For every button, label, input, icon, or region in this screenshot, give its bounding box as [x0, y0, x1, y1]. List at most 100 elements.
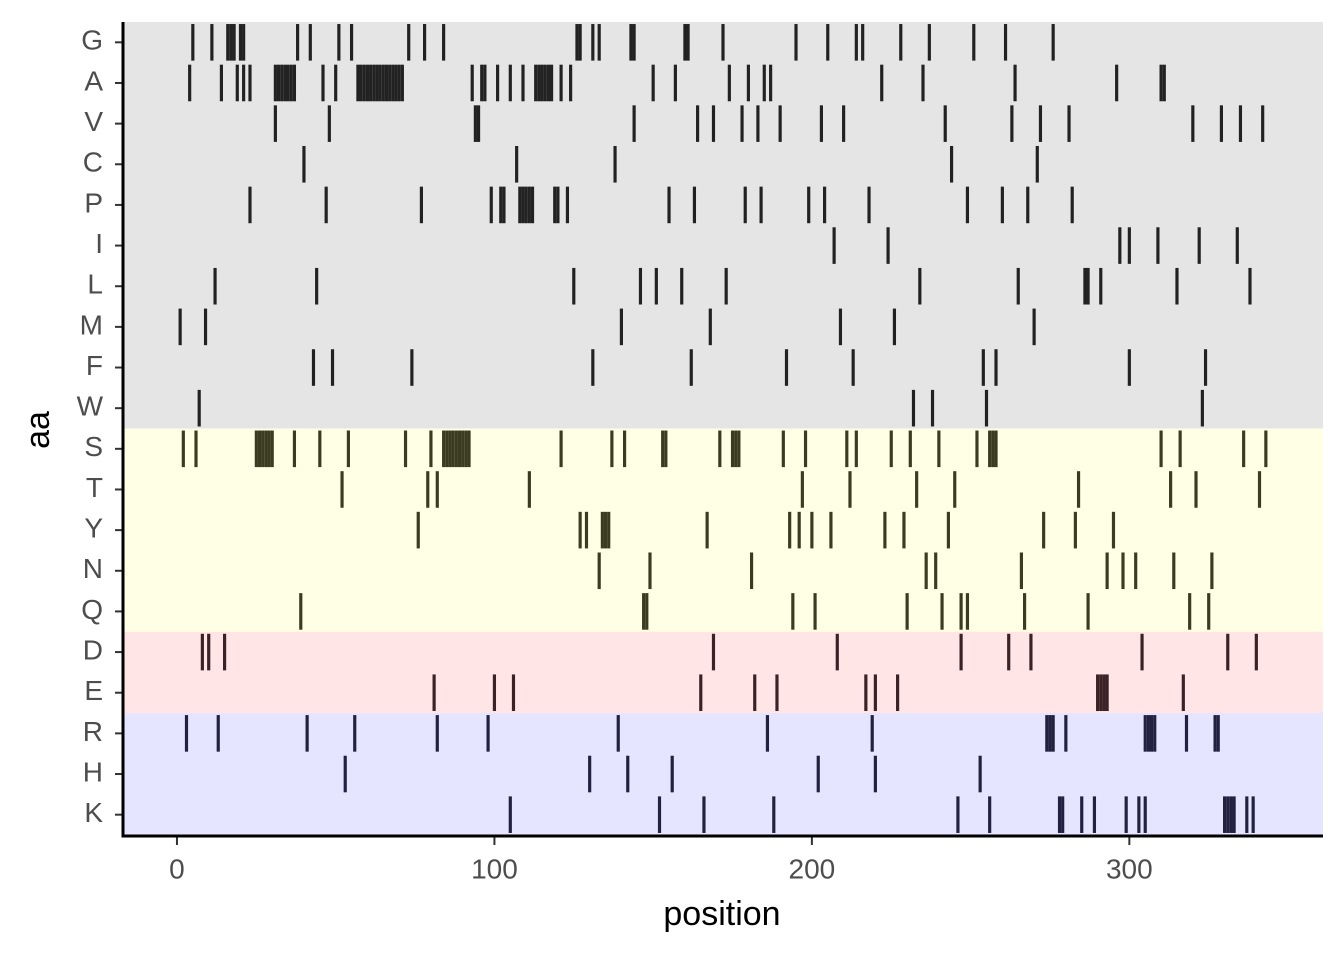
position-mark [845, 430, 849, 468]
position-mark [1102, 674, 1106, 712]
position-mark [673, 64, 677, 102]
position-mark [486, 715, 490, 752]
position-mark [349, 24, 354, 61]
position-mark [315, 267, 319, 305]
row-background [123, 794, 1323, 836]
position-mark [762, 64, 766, 102]
position-mark [924, 552, 928, 590]
position-mark [1159, 430, 1163, 468]
position-mark [248, 186, 252, 224]
position-mark [511, 674, 516, 712]
position-mark [292, 430, 297, 468]
position-mark [819, 105, 823, 142]
position-mark [184, 715, 189, 752]
position-mark [1051, 24, 1055, 61]
position-mark [664, 430, 668, 468]
position-mark [918, 267, 922, 305]
position-mark [626, 755, 630, 793]
position-mark [1175, 267, 1179, 305]
position-mark [638, 267, 643, 305]
position-mark [759, 186, 763, 224]
position-mark [953, 471, 957, 508]
position-mark [959, 633, 963, 671]
position-mark [254, 430, 258, 468]
position-mark [632, 24, 636, 61]
row-background [123, 550, 1323, 592]
y-tick-label: C [83, 147, 103, 178]
row-background [123, 265, 1323, 308]
position-mark [372, 64, 376, 102]
position-mark [375, 64, 379, 102]
position-mark [778, 105, 782, 142]
position-mark [619, 308, 623, 346]
position-mark [737, 430, 741, 468]
position-mark [657, 796, 662, 833]
position-mark [984, 389, 989, 427]
position-mark [816, 755, 820, 793]
position-mark [483, 64, 487, 102]
row-background [123, 753, 1323, 795]
position-mark [896, 674, 900, 712]
position-mark [299, 593, 303, 630]
position-mark [340, 471, 344, 508]
position-mark [753, 674, 757, 712]
position-mark [384, 64, 389, 102]
position-mark [273, 64, 277, 102]
position-mark [181, 430, 185, 468]
position-mark [1127, 227, 1131, 264]
position-mark [645, 593, 649, 630]
position-mark [537, 64, 541, 102]
position-mark [746, 64, 750, 102]
position-mark [705, 511, 709, 549]
position-mark [1203, 349, 1208, 386]
position-mark [330, 349, 335, 386]
y-tick-label: S [84, 431, 103, 462]
position-mark [813, 593, 817, 630]
position-mark [854, 24, 858, 61]
position-mark [1035, 145, 1039, 183]
position-mark [264, 430, 268, 468]
position-mark [508, 64, 512, 102]
position-mark [1042, 511, 1046, 549]
position-mark [1235, 227, 1239, 264]
position-mark [699, 674, 703, 712]
position-mark [1254, 633, 1258, 671]
position-mark [442, 430, 446, 468]
position-mark [464, 430, 468, 468]
position-mark [213, 267, 217, 305]
position-mark [689, 349, 693, 386]
position-mark [588, 755, 592, 793]
row-background [123, 184, 1323, 226]
position-mark [1124, 796, 1128, 833]
position-mark [1111, 511, 1116, 549]
position-mark [324, 186, 328, 224]
position-mark [496, 64, 500, 102]
position-mark [578, 511, 582, 549]
position-mark [870, 715, 874, 752]
position-mark [902, 511, 906, 549]
position-mark [442, 24, 446, 61]
position-mark [426, 471, 430, 508]
position-mark [978, 755, 982, 793]
position-mark [308, 24, 312, 61]
position-mark [1219, 105, 1223, 142]
position-mark [359, 64, 363, 102]
position-mark [219, 64, 223, 102]
position-mark [435, 471, 439, 508]
position-mark [270, 430, 274, 468]
position-mark [756, 105, 760, 142]
position-mark [448, 430, 452, 468]
position-mark [1092, 796, 1097, 833]
position-mark [242, 24, 246, 61]
position-mark [597, 24, 601, 61]
position-mark [794, 24, 798, 61]
position-mark [711, 633, 716, 671]
row-background [123, 306, 1323, 348]
position-mark [1045, 715, 1049, 752]
position-mark [826, 24, 830, 61]
position-mark [318, 430, 322, 468]
y-tick-label: H [83, 756, 103, 787]
row-background [123, 62, 1323, 104]
position-mark [915, 471, 919, 508]
position-mark [791, 593, 795, 630]
